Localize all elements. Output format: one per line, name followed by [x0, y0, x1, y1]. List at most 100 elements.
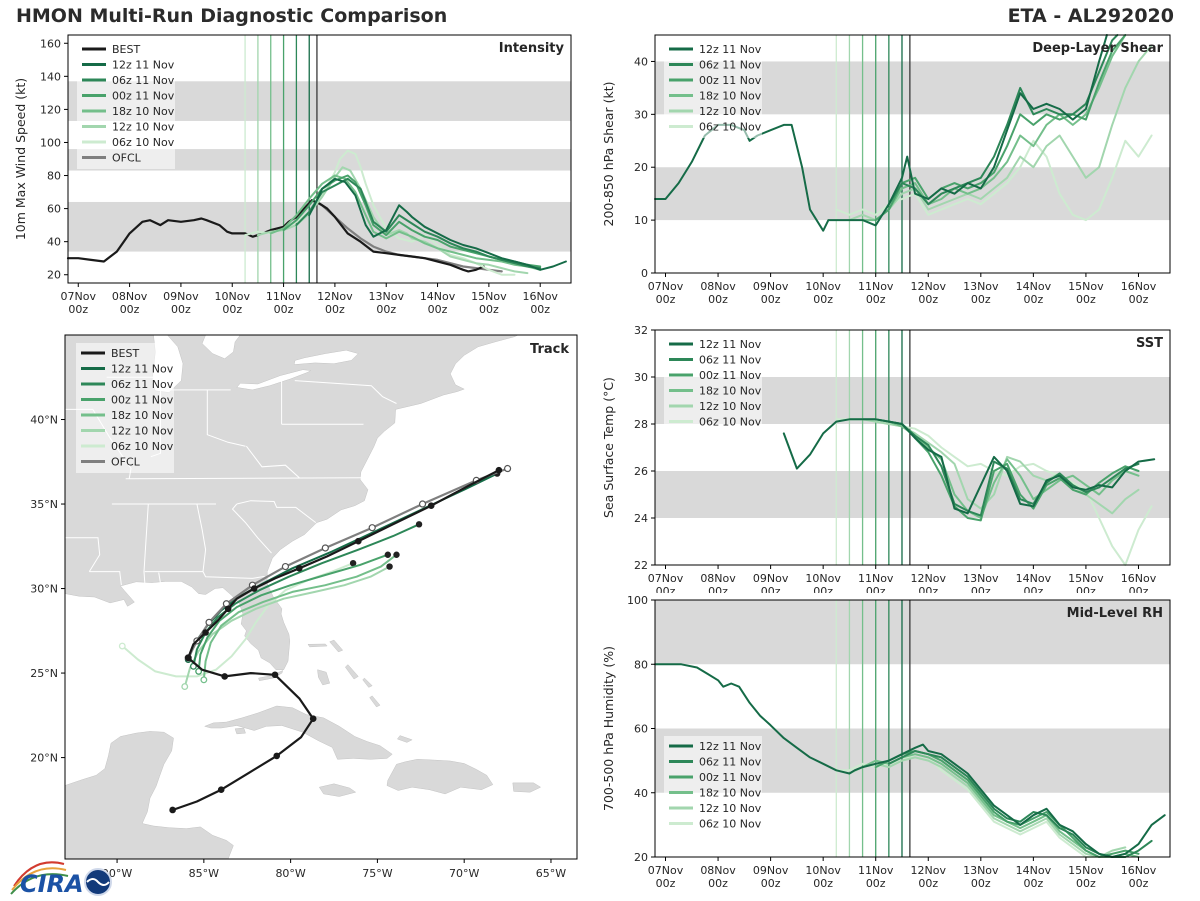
svg-text:15Nov: 15Nov: [1068, 864, 1104, 877]
shear-title: Deep-Layer Shear: [1032, 41, 1163, 56]
sst-init-lines: [835, 330, 911, 565]
svg-text:12z 10 Nov: 12z 10 Nov: [112, 121, 175, 134]
svg-text:13Nov: 13Nov: [963, 280, 999, 293]
svg-text:20: 20: [634, 161, 648, 174]
svg-text:00z 11 Nov: 00z 11 Nov: [699, 74, 762, 87]
rh-title: Mid-Level RH: [1067, 606, 1163, 621]
svg-text:14Nov: 14Nov: [1016, 864, 1052, 877]
svg-text:20: 20: [47, 269, 61, 282]
svg-text:Sea Surface Temp (°C): Sea Surface Temp (°C): [601, 377, 616, 518]
svg-text:12z 11 Nov: 12z 11 Nov: [111, 363, 174, 376]
svg-text:15Nov: 15Nov: [1068, 280, 1104, 293]
rh-chart: 2040608010007Nov00z08Nov00z09Nov00z10Nov…: [601, 594, 1171, 890]
svg-text:100: 100: [40, 136, 61, 149]
svg-text:12z 11 Nov: 12z 11 Nov: [699, 740, 762, 753]
sst-series-r06z11: [887, 420, 1140, 517]
svg-text:07Nov: 07Nov: [61, 290, 97, 303]
svg-text:00z: 00z: [761, 293, 781, 306]
svg-text:Track: Track: [530, 342, 569, 357]
svg-text:70°W: 70°W: [449, 867, 479, 880]
svg-text:12Nov: 12Nov: [911, 864, 947, 877]
svg-text:08Nov: 08Nov: [700, 572, 736, 585]
svg-text:SST: SST: [1136, 336, 1163, 351]
svg-text:10Nov: 10Nov: [805, 280, 841, 293]
svg-text:00z: 00z: [1076, 293, 1096, 306]
svg-text:35°N: 35°N: [30, 498, 58, 511]
svg-text:09Nov: 09Nov: [163, 290, 199, 303]
storm-title: ETA - AL292020: [1007, 5, 1174, 27]
svg-text:18z 10 Nov: 18z 10 Nov: [699, 787, 762, 800]
svg-text:11Nov: 11Nov: [858, 280, 894, 293]
svg-text:12z 10 Nov: 12z 10 Nov: [111, 425, 174, 438]
svg-text:00z: 00z: [530, 303, 550, 316]
svg-text:13Nov: 13Nov: [963, 572, 999, 585]
shear-legend: 12z 11 Nov 06z 11 Nov 00z 11 Nov 18z 10 Nov…: [664, 39, 762, 138]
svg-text:Intensity: Intensity: [499, 41, 565, 56]
intensity-legend: BEST 12z 11 Nov 06z 11 Nov 00z 11 Nov 18z 10…: [77, 39, 175, 169]
svg-text:30: 30: [634, 371, 648, 384]
svg-text:40: 40: [634, 55, 648, 68]
svg-text:20: 20: [634, 851, 648, 864]
svg-text:Mid-Level RH: Mid-Level RH: [1067, 606, 1163, 621]
svg-text:00z: 00z: [171, 303, 191, 316]
rh-series-r12z10: [848, 756, 1127, 858]
shear-chart: 01020304007Nov00z08Nov00z09Nov00z10Nov00…: [601, 34, 1171, 306]
svg-text:06z 11 Nov: 06z 11 Nov: [699, 756, 762, 769]
svg-text:09Nov: 09Nov: [753, 864, 789, 877]
track-axis: 90°W 85°W 80°W 75°W 70°W 65°W20°N25°N30°N35°N…: [30, 334, 578, 880]
svg-text:06z 10 Nov: 06z 10 Nov: [699, 121, 762, 134]
svg-text:12z 11 Nov: 12z 11 Nov: [699, 43, 762, 56]
svg-text:00z: 00z: [68, 303, 88, 316]
svg-text:00z: 00z: [222, 303, 242, 316]
svg-text:30°N: 30°N: [30, 583, 58, 596]
svg-text:18z 10 Nov: 18z 10 Nov: [699, 90, 762, 103]
rh-panel: 20 40 60 80 100 07Nov 00z 08Nov 00z 09Nov 00z 10Nov…: [598, 591, 1190, 897]
svg-text:07Nov: 07Nov: [648, 864, 684, 877]
svg-text:07Nov: 07Nov: [648, 572, 684, 585]
shear-init-lines: [835, 35, 911, 273]
svg-text:200-850 hPa Shear (kt): 200-850 hPa Shear (kt): [601, 82, 616, 227]
svg-text:00z: 00z: [325, 303, 345, 316]
svg-text:00z: 00z: [656, 877, 676, 890]
sst-panel: 22 24 26 28 30 32 07Nov 00z 08Nov 00z 09Nov 00z 10No…: [598, 321, 1190, 598]
svg-text:18z 10 Nov: 18z 10 Nov: [111, 409, 174, 422]
svg-text:09Nov: 09Nov: [753, 572, 789, 585]
svg-text:12z 11 Nov: 12z 11 Nov: [112, 59, 175, 72]
svg-text:32: 32: [634, 324, 648, 337]
svg-text:65°W: 65°W: [536, 867, 566, 880]
intensity-series-r18z10: [269, 174, 542, 271]
svg-text:10m Max Wind Speed (kt): 10m Max Wind Speed (kt): [13, 78, 28, 240]
rh-legend: 12z 11 Nov 06z 11 Nov 00z 11 Nov 18z 10 Nov…: [664, 736, 762, 835]
cira-logo-text: CIRA: [20, 870, 84, 898]
svg-text:00z: 00z: [1129, 293, 1149, 306]
svg-text:40: 40: [634, 787, 648, 800]
track-lines: [118, 464, 512, 814]
sst-legend: 12z 11 Nov 06z 11 Nov 00z 11 Nov 18z 10 Nov…: [664, 334, 762, 433]
intensity-axis: 2040608010012014016007Nov00z08Nov00z09No…: [13, 37, 558, 316]
svg-text:07Nov: 07Nov: [648, 280, 684, 293]
map-geography: [65, 335, 542, 859]
svg-text:11Nov: 11Nov: [858, 864, 894, 877]
svg-text:14Nov: 14Nov: [1016, 280, 1052, 293]
svg-text:12z 10 Nov: 12z 10 Nov: [699, 400, 762, 413]
svg-text:00z: 00z: [813, 293, 833, 306]
shear-series-r06z11: [887, 34, 1119, 206]
svg-text:120: 120: [40, 103, 61, 116]
svg-text:16Nov: 16Nov: [1121, 280, 1157, 293]
intensity-series-r06z10: [244, 149, 516, 276]
svg-text:160: 160: [40, 37, 61, 50]
intensity-series-best: [66, 199, 485, 273]
svg-text:24: 24: [634, 512, 648, 525]
svg-text:12z 11 Nov: 12z 11 Nov: [699, 338, 762, 351]
svg-text:15Nov: 15Nov: [1068, 572, 1104, 585]
svg-text:100: 100: [627, 594, 648, 607]
svg-text:00z: 00z: [656, 293, 676, 306]
svg-text:00z: 00z: [971, 877, 991, 890]
svg-text:08Nov: 08Nov: [112, 290, 148, 303]
svg-text:20°N: 20°N: [30, 752, 58, 765]
svg-text:10Nov: 10Nov: [805, 572, 841, 585]
svg-text:Deep-Layer Shear: Deep-Layer Shear: [1032, 41, 1163, 56]
svg-text:00z: 00z: [971, 293, 991, 306]
svg-text:00z: 00z: [708, 293, 728, 306]
svg-text:08Nov: 08Nov: [700, 864, 736, 877]
